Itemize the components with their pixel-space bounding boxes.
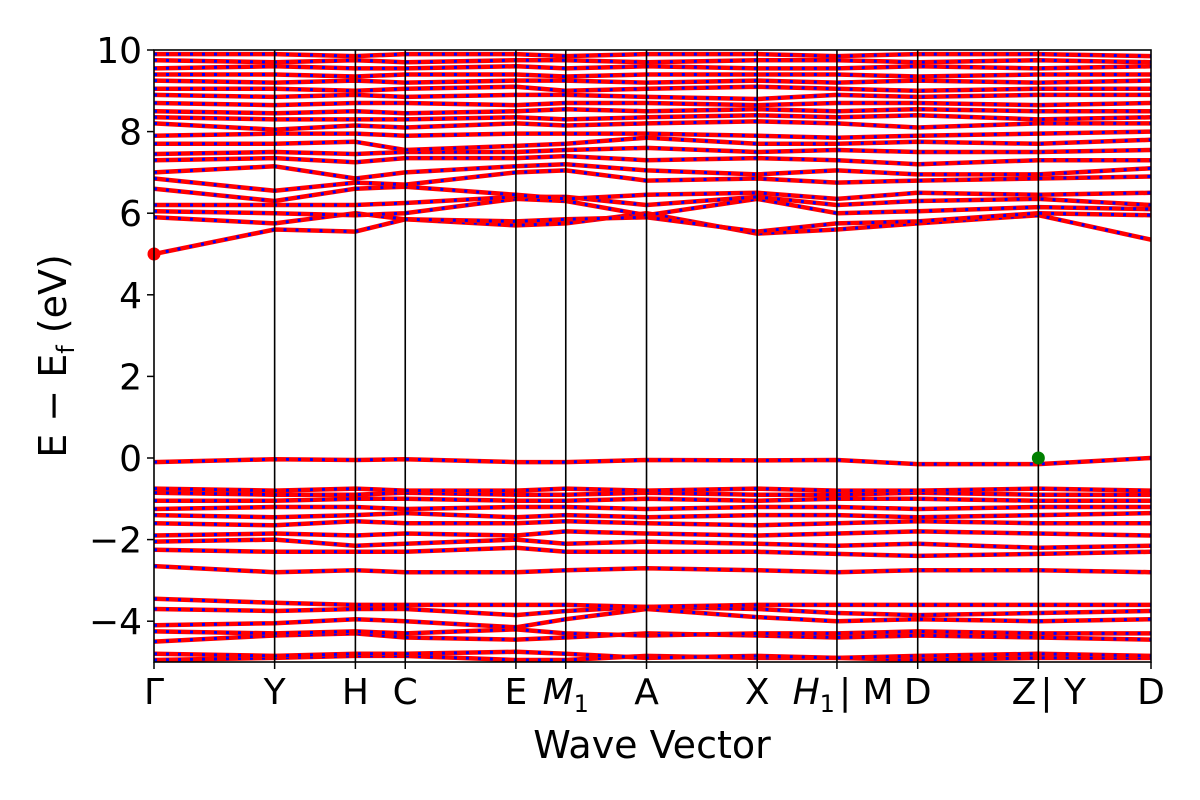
y-tick-label: 4 bbox=[119, 276, 142, 317]
y-tick-label: 2 bbox=[119, 357, 142, 398]
band-line-4 bbox=[154, 606, 1151, 630]
band-line-7 bbox=[154, 563, 1151, 575]
x-tick-label: H1 bbox=[793, 672, 835, 718]
plot-frame bbox=[153, 49, 1152, 663]
band-line-11 bbox=[154, 518, 1151, 528]
x-tick-label: | Y bbox=[1040, 672, 1087, 713]
band-line-25 bbox=[154, 153, 1151, 167]
y-tick-label: 0 bbox=[119, 439, 142, 480]
x-tick-label: D bbox=[1137, 672, 1165, 713]
band-line-22 bbox=[154, 184, 1151, 204]
y-tick-label: 6 bbox=[119, 194, 142, 235]
band-line-29 bbox=[154, 119, 1151, 132]
band-line-13 bbox=[154, 504, 1151, 512]
band-line-39 bbox=[154, 51, 1151, 59]
band-line-36 bbox=[154, 72, 1151, 79]
valence-band-maximum-marker bbox=[1031, 451, 1045, 465]
x-tick-label: M1 bbox=[543, 672, 589, 718]
band-line-35 bbox=[154, 78, 1151, 85]
y-tick-label: 10 bbox=[96, 31, 142, 72]
band-line-8 bbox=[154, 545, 1151, 559]
band-line-9 bbox=[154, 537, 1151, 551]
band-line-38 bbox=[154, 57, 1151, 65]
band-line-26 bbox=[154, 145, 1151, 157]
x-tick-label: H bbox=[342, 672, 369, 713]
kpoint-divider-lines bbox=[273, 50, 1040, 662]
band-line-21 bbox=[154, 194, 1151, 208]
y-tick-label: −4 bbox=[89, 602, 142, 643]
y-axis-title: E − Ef (eV) bbox=[31, 254, 80, 458]
band-line-34 bbox=[154, 84, 1151, 94]
band-edge-markers bbox=[147, 247, 1045, 465]
x-tick-label: | M bbox=[839, 672, 894, 713]
y-axis-title-subscript: f bbox=[52, 345, 80, 354]
band-line-31 bbox=[154, 106, 1151, 116]
band-line-27 bbox=[154, 135, 1151, 153]
y-axis-title-unit: (eV) bbox=[31, 254, 75, 345]
band-line-20 bbox=[154, 196, 1151, 218]
band-line-6 bbox=[154, 596, 1151, 610]
band-line-5 bbox=[154, 604, 1151, 618]
band-line-24 bbox=[154, 161, 1151, 181]
band-line-16 bbox=[154, 486, 1151, 493]
y-axis-ticks: −4 −2 0 2 4 6 8 10 bbox=[89, 31, 154, 643]
x-axis-title: Wave Vector bbox=[533, 723, 771, 767]
x-tick-label: Z bbox=[1012, 672, 1037, 713]
band-line-32 bbox=[154, 100, 1151, 108]
y-axis-title-main: E − E bbox=[31, 354, 75, 458]
bands-layer bbox=[154, 51, 1151, 662]
x-tick-label: Y bbox=[263, 672, 287, 713]
band-line-30 bbox=[154, 113, 1151, 122]
y-tick-label: 8 bbox=[119, 113, 142, 154]
band-line-28 bbox=[154, 129, 1151, 140]
band-line-10 bbox=[154, 529, 1151, 538]
x-tick-label: A bbox=[634, 672, 659, 713]
x-tick-label: E bbox=[505, 672, 528, 713]
band-line-17 bbox=[154, 455, 1151, 467]
x-tick-label: X bbox=[745, 672, 770, 713]
band-line-3 bbox=[154, 627, 1151, 638]
y-tick-label: −2 bbox=[89, 521, 142, 562]
band-line-14 bbox=[154, 496, 1151, 504]
band-line-12 bbox=[154, 510, 1151, 520]
x-tick-label: Γ bbox=[144, 672, 164, 713]
band-line-37 bbox=[154, 64, 1151, 71]
band-line-33 bbox=[154, 92, 1151, 102]
band-line-23 bbox=[154, 168, 1151, 194]
x-tick-label: D bbox=[904, 672, 932, 713]
band-line-15 bbox=[154, 490, 1151, 497]
x-tick-label: C bbox=[393, 672, 418, 713]
band-line-1 bbox=[154, 649, 1151, 661]
